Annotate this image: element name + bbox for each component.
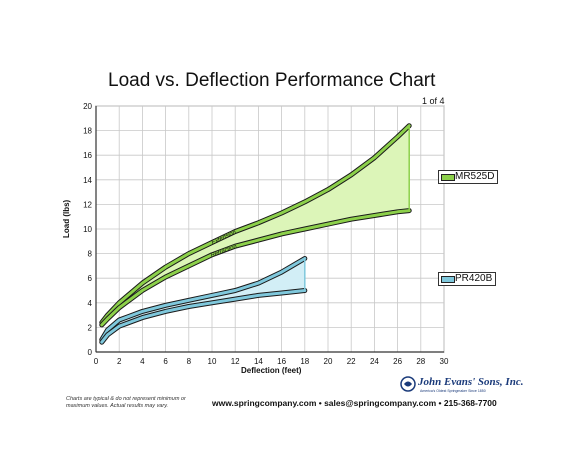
- legend-swatch-mr525d: [441, 174, 455, 181]
- y-tick-label: 8: [88, 250, 93, 259]
- y-tick-label: 16: [83, 151, 92, 160]
- y-tick-label: 20: [83, 102, 92, 111]
- x-tick-label: 0: [94, 357, 99, 366]
- y-tick-label: 12: [83, 200, 92, 209]
- legend-label-pr420b: PR420B: [455, 273, 493, 284]
- y-tick-label: 10: [83, 225, 92, 234]
- x-tick-label: 30: [440, 357, 449, 366]
- x-tick-label: 14: [254, 357, 263, 366]
- logo-tagline: America's Oldest Springmaker Since 1850: [420, 389, 486, 393]
- x-tick-label: 12: [231, 357, 240, 366]
- y-tick-label: 4: [88, 299, 93, 308]
- x-tick-label: 24: [370, 357, 379, 366]
- series-line-pr420b-extension: [100, 257, 307, 342]
- x-tick-label: 28: [416, 357, 425, 366]
- legend-swatch-pr420b: [441, 276, 455, 283]
- y-tick-label: 14: [83, 176, 92, 185]
- y-axis-label: Load (lbs): [62, 199, 71, 238]
- line-layer: [99, 123, 412, 345]
- x-tick-label: 26: [393, 357, 402, 366]
- legend-item-pr420b: PR420B: [438, 272, 497, 286]
- legend-item-mr525d: MR525D: [438, 170, 499, 184]
- logo-name: John Evans' Sons, Inc.: [418, 376, 524, 388]
- series-band-pr420b: [101, 258, 305, 343]
- x-tick-label: 16: [277, 357, 286, 366]
- legend-label-mr525d: MR525D: [455, 171, 495, 182]
- company-logo: John Evans' Sons, Inc. America's Oldest …: [400, 376, 523, 396]
- x-tick-label: 2: [117, 357, 122, 366]
- x-tick-label: 8: [187, 357, 192, 366]
- logo-emblem-icon: [400, 376, 416, 392]
- y-tick-label: 18: [83, 127, 92, 136]
- y-tick-label: 6: [88, 274, 93, 283]
- contact-info: www.springcompany.com • sales@springcomp…: [212, 398, 497, 408]
- x-tick-label: 4: [140, 357, 145, 366]
- disclaimer-text: Charts are typical & do not represent mi…: [66, 396, 186, 409]
- tick-layer: 0 2 4 6 8 10 12 14 16 18 20 22 24 26 28 300246810121416…: [83, 102, 449, 366]
- x-tick-label: 6: [163, 357, 168, 366]
- series-line-mr525d-retraction: [100, 209, 411, 327]
- chart-title: Load vs. Deflection Performance Chart: [108, 70, 436, 91]
- x-tick-label: 18: [300, 357, 309, 366]
- series-line-mr525d-extension: [100, 124, 411, 324]
- page-indicator: 1 of 4: [422, 96, 445, 106]
- x-tick-label: 20: [324, 357, 333, 366]
- y-tick-label: 0: [88, 348, 93, 357]
- x-axis-label: Deflection (feet): [241, 366, 302, 375]
- x-tick-label: 10: [208, 357, 217, 366]
- y-tick-label: 2: [88, 323, 93, 332]
- x-tick-label: 22: [347, 357, 356, 366]
- series-line-pr420b-retraction: [100, 289, 307, 344]
